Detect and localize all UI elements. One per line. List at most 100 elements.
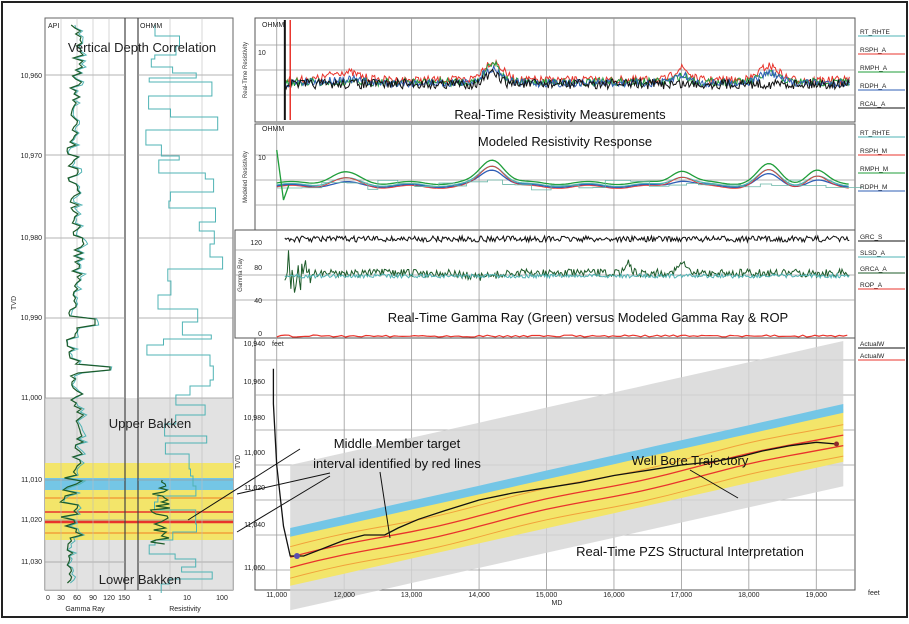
t4-x-tick-3: 14,000 [468, 592, 490, 599]
t4-x-tick-8: 19,000 [806, 592, 828, 599]
modeled-resistivity-title: Modeled Resistivity Response [478, 134, 652, 149]
t2-red-curve [276, 165, 849, 189]
left-depth-tick-4: 11,000 [21, 395, 42, 402]
right-panel: OHMM OHMM feet Real-Time Resistivity Mod… [234, 17, 905, 611]
track2-y-tick: 10 [258, 155, 266, 162]
left-res-tick-2: 100 [216, 595, 228, 602]
left-depth-tick-2: 10,980 [21, 235, 43, 242]
t1-legend-4: RCAL_A [860, 101, 886, 108]
yellow-zone-top [45, 463, 233, 478]
t4-y-tick-4: 11,020 [244, 485, 265, 492]
track-legends: RT_RHTE RSPH_A RMPH_A RDPH_A RCAL_A RT_RHTE RS… [858, 29, 905, 361]
t1-legend-0: RT_RHTE [860, 29, 891, 36]
x-axis-units: feet [868, 590, 880, 597]
t3-legend-1: SLSD_A [860, 250, 886, 257]
left-gamma-curve [58, 24, 111, 584]
t3-legend-3: ROP_A [860, 282, 883, 289]
t3-y-tick-1: 40 [254, 298, 262, 305]
t4-y-tick-5: 11,040 [244, 522, 265, 529]
callout-arrow-right-2 [236, 475, 331, 533]
track4-units: feet [272, 341, 284, 348]
track3-y-ticks: 0 40 80 120 [250, 240, 262, 338]
left-gamma-axis-label: Gamma Ray [65, 606, 105, 613]
track4-x-ticks: 11,000 12,000 13,000 14,000 15,000 16,000 17,0… [266, 592, 827, 599]
lower-bakken-zone [45, 540, 233, 590]
middle-member-callout: Middle Member target interval identified… [187, 436, 739, 539]
t2-legend-0: RT_RHTE [860, 130, 891, 137]
left-res-tick-0: 1 [148, 595, 152, 602]
t4-y-tick-3: 11,000 [244, 450, 265, 457]
upper-bakken-zone [45, 398, 233, 463]
t1-legend-3: RDPH_A [860, 83, 887, 90]
t4-yellow-band [290, 409, 844, 586]
t3-legend-2: GRCA_A [860, 266, 887, 273]
t4-legend-1: ActualW [860, 353, 885, 360]
t4-y-tick-1: 10,960 [244, 379, 266, 386]
t3-legend-0: GRC_S [860, 234, 883, 241]
left-gamma-ticks: 0 30 60 90 120 150 [46, 595, 130, 602]
t3-y-tick-3: 120 [250, 240, 262, 247]
left-gamma-tick-2: 60 [73, 595, 81, 602]
track2-units: OHMM [262, 126, 284, 133]
structure-bands [290, 341, 844, 611]
left-depth-tick-7: 11,030 [21, 559, 42, 566]
t4-red-line-1 [290, 434, 844, 558]
t4-x-tick-5: 16,000 [603, 592, 625, 599]
left-gamma-tick-5: 150 [118, 595, 130, 602]
t4-x-tick-0: 11,000 [266, 592, 287, 599]
track4-y-axis-label: TVD [235, 455, 242, 469]
t2-teal-curve [276, 165, 849, 188]
left-depth-ticks: 10,960 10,970 10,980 10,990 11,000 11,010 11,0… [21, 73, 43, 566]
left-depth-tick-1: 10,970 [21, 153, 43, 160]
t4-orange-line-2 [290, 455, 844, 579]
left-depth-tick-6: 11,020 [21, 517, 42, 524]
left-res-tick-1: 10 [183, 595, 191, 602]
well-bore-trajectory-label: Well Bore Trajectory [632, 453, 749, 468]
left-grid [45, 18, 233, 590]
t4-red-line-2 [290, 444, 844, 569]
left-depth-tick-0: 10,960 [21, 73, 43, 80]
t3-grc-black-curve [284, 234, 850, 244]
t4-y-tick-0: 10,940 [244, 341, 266, 348]
track-gamma-frame [234, 229, 856, 339]
rt-resistivity-title: Real-Time Resistivity Measurements [454, 107, 666, 122]
upper-bakken-label: Upper Bakken [109, 416, 191, 431]
t3-y-tick-0: 0 [258, 331, 262, 338]
t4-x-tick-4: 15,000 [536, 592, 558, 599]
lower-bakken-label: Lower Bakken [99, 572, 181, 587]
track2-y-axis-label: Modeled Resistivity [243, 151, 249, 203]
left-gamma-tick-4: 120 [103, 595, 115, 602]
t4-x-tick-1: 12,000 [333, 592, 355, 599]
callout-arrow-trajectory [379, 471, 391, 539]
left-ohmm-units: OHMM [140, 23, 162, 30]
t4-y-tick-6: 11,060 [244, 565, 265, 572]
t1-rsph-curve [284, 58, 850, 86]
t1-rcal-curve [284, 68, 850, 91]
right-curves [272, 20, 863, 559]
t4-cyan-band [290, 404, 844, 537]
t2-legend-1: RSPH_M [860, 148, 887, 155]
track1-units: OHMM [262, 22, 284, 29]
vertical-depth-correlation-label: Vertical Depth Correlation [68, 40, 216, 55]
left-curves [58, 24, 224, 593]
track-modeled-frame [254, 123, 856, 231]
t3-y-tick-2: 80 [254, 265, 262, 272]
t2-start-spike [276, 149, 290, 201]
left-api-units: API [48, 23, 59, 30]
callout-arrow-right-1 [236, 472, 331, 495]
track4-y-ticks: 10,940 10,960 10,980 11,000 11,020 11,040 11,0… [244, 341, 266, 572]
left-resistivity-step-curve [145, 25, 224, 593]
left-correlation-panel: API OHMM Vertical Depth Correlation TVD … [11, 17, 234, 613]
t4-legend-0: ActualW [860, 341, 885, 348]
t2-step-curve [276, 179, 863, 191]
left-resistivity-actual-curve [149, 479, 170, 545]
t3-rop-curve [276, 334, 848, 338]
t4-x-tick-6: 17,000 [671, 592, 693, 599]
t4-end-marker [834, 441, 840, 447]
t1-legend-2: RMPH_A [860, 65, 888, 72]
t2-legend-3: RDPH_M [860, 184, 887, 191]
track1-y-axis-label: Real-Time Resistivity [243, 42, 249, 98]
middle-member-line2: interval identified by red lines [313, 456, 481, 471]
